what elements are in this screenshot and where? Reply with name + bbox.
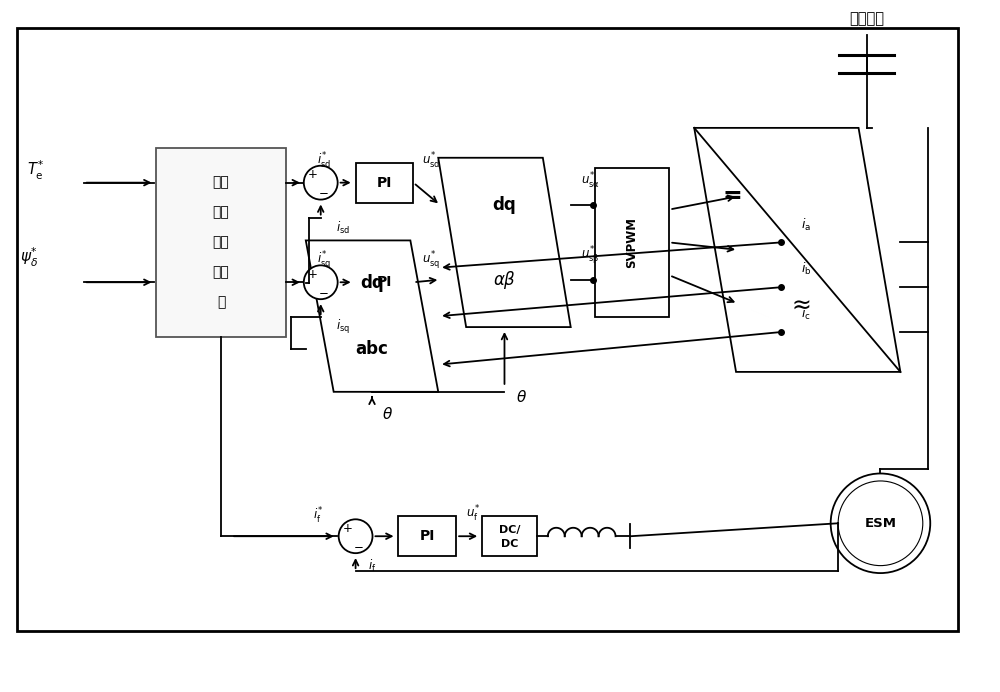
Circle shape <box>304 165 338 199</box>
Text: dq: dq <box>493 196 516 214</box>
Circle shape <box>838 481 923 565</box>
Bar <box>17 28 958 631</box>
Text: $\theta$: $\theta$ <box>382 406 393 421</box>
Text: abc: abc <box>356 340 388 358</box>
Text: 协调: 协调 <box>213 206 229 219</box>
Text: $-$: $-$ <box>318 185 329 198</box>
Text: $i_{\rm f}$: $i_{\rm f}$ <box>368 558 376 574</box>
Circle shape <box>304 265 338 299</box>
Text: $T_{\rm e}^{*}$: $T_{\rm e}^{*}$ <box>27 159 44 182</box>
Text: $u_{\rm sd}^{*}$: $u_{\rm sd}^{*}$ <box>422 151 440 171</box>
Bar <box>356 163 413 203</box>
Text: $\approx$: $\approx$ <box>787 291 811 316</box>
Bar <box>595 167 669 317</box>
Text: $i_{\rm c}$: $i_{\rm c}$ <box>801 306 811 322</box>
Text: 电流: 电流 <box>213 176 229 190</box>
Text: +: + <box>343 522 353 535</box>
Text: ESM: ESM <box>864 517 896 530</box>
Text: 直流母线: 直流母线 <box>849 11 884 26</box>
Text: +: + <box>308 268 318 281</box>
Text: dq: dq <box>360 274 384 292</box>
Text: 控制: 控制 <box>213 235 229 249</box>
Text: $i_{\rm sq}$: $i_{\rm sq}$ <box>336 318 350 336</box>
Text: PI: PI <box>377 275 392 289</box>
Text: PI: PI <box>377 176 392 190</box>
Text: $u_{\rm s\beta}^{*}$: $u_{\rm s\beta}^{*}$ <box>581 245 600 267</box>
Text: $u_{\rm f}^{*}$: $u_{\rm f}^{*}$ <box>466 504 480 525</box>
Bar <box>482 516 537 556</box>
Text: $i_{\rm a}$: $i_{\rm a}$ <box>801 217 811 233</box>
Text: 运算: 运算 <box>213 265 229 280</box>
Polygon shape <box>438 158 571 327</box>
Text: $i_{\rm sq}^{*}$: $i_{\rm sq}^{*}$ <box>317 249 331 271</box>
Text: $i_{\rm b}$: $i_{\rm b}$ <box>801 262 811 277</box>
Text: $-$: $-$ <box>318 284 329 298</box>
Text: $i_{\rm sd}^{*}$: $i_{\rm sd}^{*}$ <box>317 151 331 171</box>
Text: DC/: DC/ <box>499 525 520 535</box>
Text: $u_{\rm sq}^{*}$: $u_{\rm sq}^{*}$ <box>422 249 440 271</box>
Text: =: = <box>722 184 742 208</box>
Text: $u_{\rm s\alpha}^{*}$: $u_{\rm s\alpha}^{*}$ <box>581 171 600 191</box>
Text: $i_{\rm f}^{*}$: $i_{\rm f}^{*}$ <box>313 507 323 527</box>
Text: 器: 器 <box>217 295 225 309</box>
Text: $\psi_{\delta}^{*}$: $\psi_{\delta}^{*}$ <box>20 246 38 269</box>
Bar <box>156 148 286 337</box>
Text: $\theta$: $\theta$ <box>516 389 527 405</box>
Text: $-$: $-$ <box>353 538 364 552</box>
Text: DC: DC <box>501 539 518 549</box>
Circle shape <box>339 519 373 553</box>
Bar <box>398 516 456 556</box>
Text: +: + <box>308 168 318 181</box>
Text: PI: PI <box>420 529 435 543</box>
Text: SVPWM: SVPWM <box>625 217 638 268</box>
Polygon shape <box>306 240 438 392</box>
Bar <box>356 262 413 302</box>
Text: $i_{\rm sd}$: $i_{\rm sd}$ <box>336 219 350 235</box>
Circle shape <box>831 473 930 573</box>
Text: $\alpha\beta$: $\alpha\beta$ <box>493 268 516 291</box>
Polygon shape <box>694 128 900 372</box>
